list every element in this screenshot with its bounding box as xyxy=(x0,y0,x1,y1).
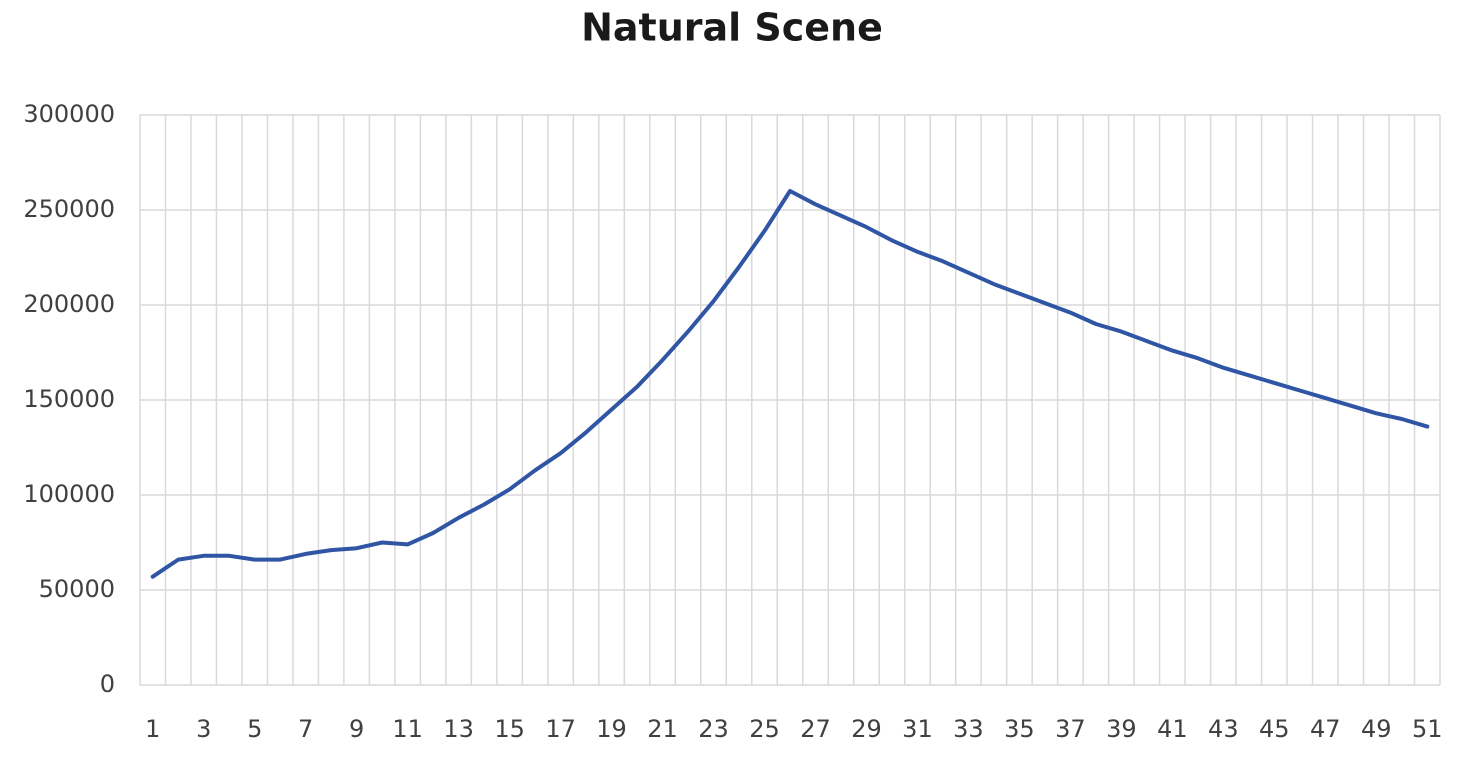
y-tick-label: 50000 xyxy=(39,575,115,603)
x-tick-label: 25 xyxy=(749,715,780,743)
x-tick-label: 19 xyxy=(596,715,627,743)
chart-title: Natural Scene xyxy=(581,6,883,50)
y-tick-label: 300000 xyxy=(23,100,115,128)
y-tick-label: 200000 xyxy=(23,290,115,318)
x-tick-label: 31 xyxy=(902,715,933,743)
x-tick-label: 47 xyxy=(1310,715,1341,743)
x-tick-label: 41 xyxy=(1157,715,1188,743)
x-tick-label: 35 xyxy=(1004,715,1035,743)
x-tick-label: 1 xyxy=(145,715,160,743)
x-tick-label: 11 xyxy=(392,715,423,743)
x-tick-label: 7 xyxy=(298,715,313,743)
x-tick-label: 43 xyxy=(1208,715,1239,743)
x-tick-label: 17 xyxy=(545,715,576,743)
y-tick-label: 250000 xyxy=(23,195,115,223)
data-line xyxy=(150,189,1430,579)
x-tick-label: 13 xyxy=(443,715,474,743)
x-tick-label: 33 xyxy=(953,715,984,743)
x-tick-label: 29 xyxy=(851,715,882,743)
x-tick-label: 51 xyxy=(1412,715,1443,743)
x-tick-label: 3 xyxy=(196,715,211,743)
y-tick-label: 0 xyxy=(100,670,115,698)
x-tick-label: 49 xyxy=(1361,715,1392,743)
x-tick-label: 21 xyxy=(647,715,678,743)
x-tick-label: 27 xyxy=(800,715,831,743)
x-tick-label: 5 xyxy=(247,715,262,743)
x-tick-label: 45 xyxy=(1259,715,1290,743)
x-tick-label: 23 xyxy=(698,715,729,743)
x-tick-label: 15 xyxy=(494,715,525,743)
x-tick-label: 37 xyxy=(1055,715,1086,743)
y-tick-label: 100000 xyxy=(23,480,115,508)
x-tick-label: 39 xyxy=(1106,715,1137,743)
y-tick-label: 150000 xyxy=(23,385,115,413)
x-tick-label: 9 xyxy=(349,715,364,743)
